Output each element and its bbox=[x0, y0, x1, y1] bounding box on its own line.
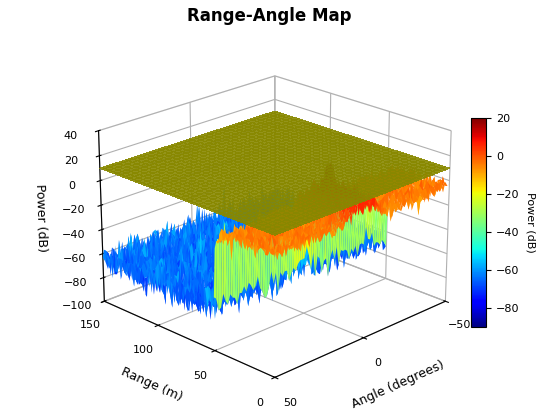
Y-axis label: Power (dB): Power (dB) bbox=[526, 192, 536, 253]
Y-axis label: Range (m): Range (m) bbox=[119, 365, 184, 404]
X-axis label: Angle (degrees): Angle (degrees) bbox=[350, 358, 446, 411]
Title: Range-Angle Map: Range-Angle Map bbox=[188, 7, 352, 25]
